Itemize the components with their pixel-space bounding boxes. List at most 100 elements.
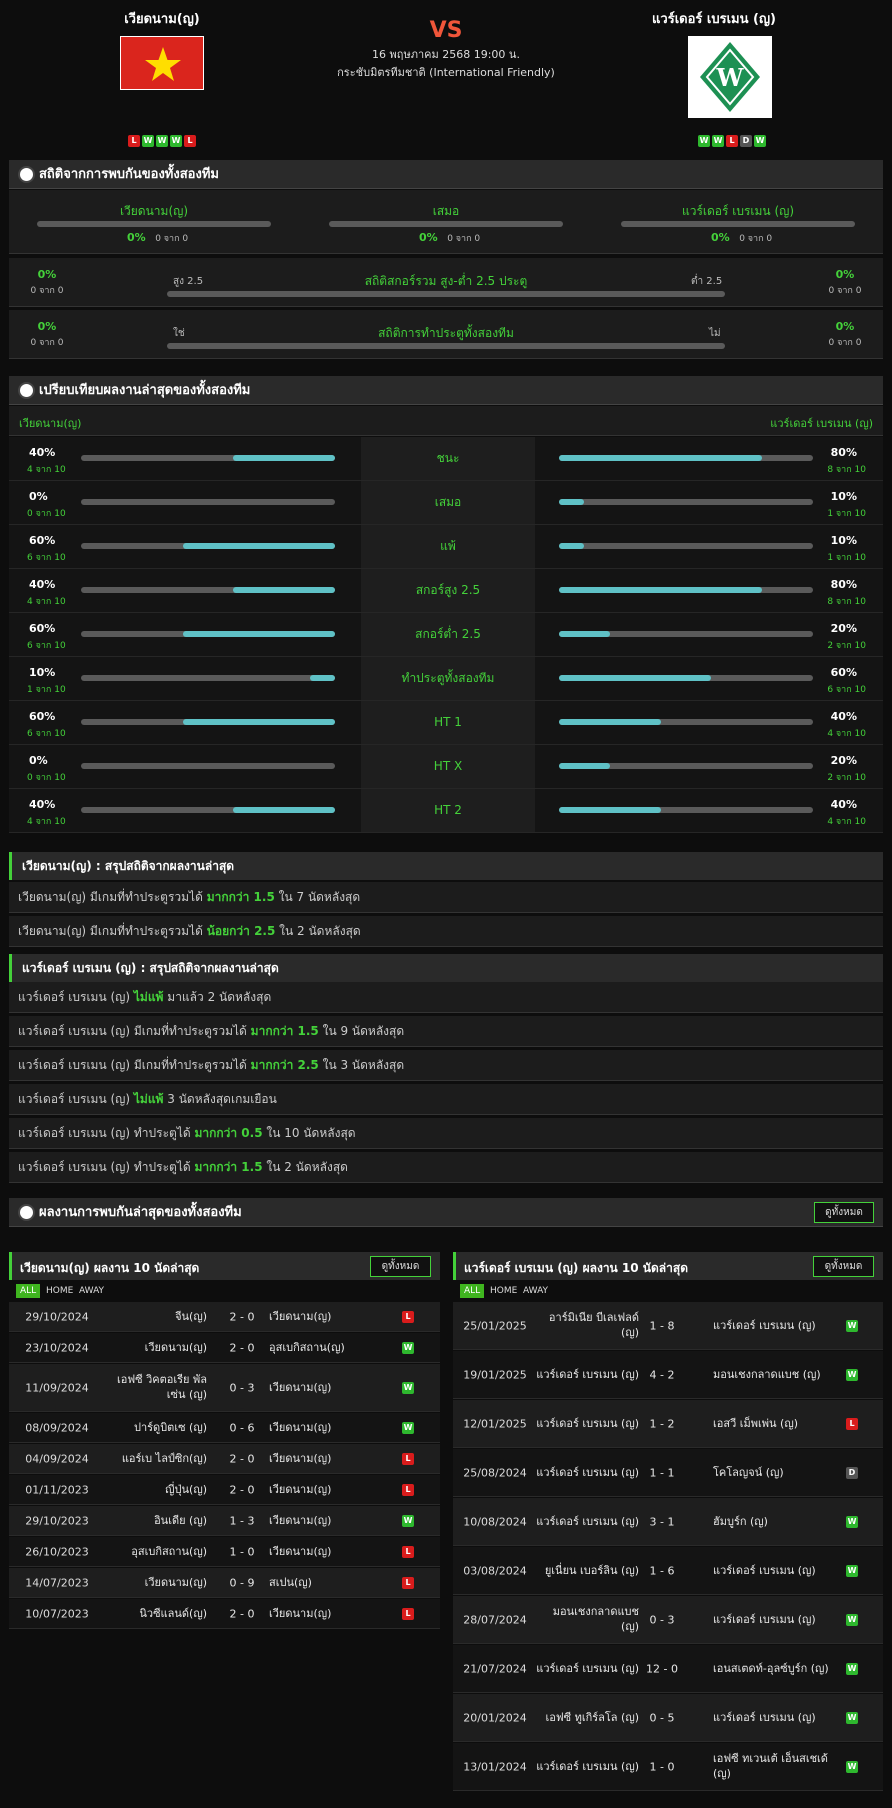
match-home-team[interactable]: เอฟซี ทูเกิร์ลโล (ญ) xyxy=(545,1710,639,1724)
match-away-team[interactable]: เอฟซี ทเวนเต้ เอ็นสเชเด้ (ญ) xyxy=(713,1751,828,1781)
match-home-team[interactable]: เวียดนาม(ญ) xyxy=(144,1575,207,1589)
match-row[interactable]: 25/01/2025 อาร์มิเนีย บีเลเฟลด์ (ญ) 1 - 8 แ… xyxy=(453,1302,883,1350)
summary_away-row-highlight: ไม่แพ้ xyxy=(133,990,164,1004)
match-away-team[interactable]: แวร์เดอร์ เบรเมน (ญ) xyxy=(713,1318,816,1332)
match-home-team[interactable]: อุสเบกิสถาน(ญ) xyxy=(131,1544,207,1558)
compare-right-fill xyxy=(559,543,585,549)
match-row[interactable]: 10/07/2023 นิวซีแลนด์(ญ) 2 - 0 เวียดนาม(ญ) L xyxy=(9,1599,440,1629)
away-tab-home[interactable]: HOME xyxy=(490,1286,518,1296)
match-home-team[interactable]: ยูเนี่ยน เบอร์ลิน (ญ) xyxy=(544,1563,639,1577)
match-result-badge: W xyxy=(846,1613,858,1626)
compare-home-team[interactable]: เวียดนาม(ญ) xyxy=(19,417,82,430)
match-score: 2 - 0 xyxy=(229,1310,255,1323)
match-home-team[interactable]: แวร์เดอร์ เบรเมน (ญ) xyxy=(536,1759,639,1773)
compare-right-sub: 4 จาก 10 xyxy=(827,817,866,827)
match-home-team[interactable]: แวร์เดอร์ เบรเมน (ญ) xyxy=(536,1465,639,1479)
match-away-team[interactable]: แวร์เดอร์ เบรเมน (ญ) xyxy=(713,1612,816,1626)
match-home-team[interactable]: ญี่ปุ่น(ญ) xyxy=(165,1482,207,1496)
match-away-team[interactable]: เวียดนาม(ญ) xyxy=(269,1420,332,1434)
match-row[interactable]: 12/01/2025 แวร์เดอร์ เบรเมน (ญ) 1 - 2 เอสวี… xyxy=(453,1400,883,1448)
match-away-team[interactable]: เวียดนาม(ญ) xyxy=(269,1482,332,1496)
home-team-name[interactable]: เวียดนาม(ญ) xyxy=(124,12,200,27)
match-home-team[interactable]: จีน(ญ) xyxy=(175,1309,207,1323)
match-home-team[interactable]: อินเดีย (ญ) xyxy=(154,1513,207,1527)
home-form-badge: W xyxy=(170,135,182,147)
match-row[interactable]: 19/01/2025 แวร์เดอร์ เบรเมน (ญ) 4 - 2 มอนเช… xyxy=(453,1351,883,1399)
h2h-away-sub: 0 จาก 0 xyxy=(739,234,773,244)
match-away-team[interactable]: อุสเบกิสถาน(ญ) xyxy=(269,1340,345,1354)
match-row[interactable]: 14/07/2023 เวียดนาม(ญ) 0 - 9 สเปน(ญ) L xyxy=(9,1568,440,1598)
match-result-badge: L xyxy=(402,1310,414,1323)
match-row[interactable]: 10/08/2024 แวร์เดอร์ เบรเมน (ญ) 3 - 1 ฮัมบู… xyxy=(453,1498,883,1546)
match-row[interactable]: 26/10/2023 อุสเบกิสถาน(ญ) 1 - 0 เวียดนาม(ญ)… xyxy=(9,1537,440,1567)
match-away-team[interactable]: เวียดนาม(ญ) xyxy=(269,1309,332,1323)
compare-left-pct: 10% xyxy=(29,666,56,679)
match-away-team[interactable]: เอสวี เม็พเพ่น (ญ) xyxy=(713,1416,798,1430)
match-row[interactable]: 28/07/2024 มอนเชงกลาดแบช (ญ) 0 - 3 แวร์เดอร… xyxy=(453,1596,883,1644)
match-away-team[interactable]: แวร์เดอร์ เบรเมน (ญ) xyxy=(713,1563,816,1577)
match-row[interactable]: 21/07/2024 แวร์เดอร์ เบรเมน (ญ) 12 - 0 เอนส… xyxy=(453,1645,883,1693)
match-home-team[interactable]: นิวซีแลนด์(ญ) xyxy=(139,1606,207,1620)
match-away-team[interactable]: สเปน(ญ) xyxy=(269,1575,312,1589)
match-score: 0 - 5 xyxy=(649,1711,675,1724)
btts-bar xyxy=(167,343,725,349)
match-away-team[interactable]: ฮัมบูร์ก (ญ) xyxy=(713,1514,768,1528)
match-row[interactable]: 04/09/2024 แอร์เบ ไลป์ซิก(ญ) 2 - 0 เวียดนาม… xyxy=(9,1444,440,1474)
match-home-team[interactable]: แวร์เดอร์ เบรเมน (ญ) xyxy=(536,1416,639,1430)
away-tab-all[interactable]: ALL xyxy=(460,1284,485,1298)
match-away-team[interactable]: เวียดนาม(ญ) xyxy=(269,1513,332,1527)
compare-left-fill xyxy=(233,587,335,593)
compare-right-fill xyxy=(559,587,763,593)
match-away-team[interactable]: เวียดนาม(ญ) xyxy=(269,1451,332,1465)
match-away-team[interactable]: โคโลญจน์ (ญ) xyxy=(713,1465,784,1479)
away-team-name[interactable]: แวร์เดอร์ เบรเมน (ญ) xyxy=(652,12,776,27)
match-row[interactable]: 08/09/2024 ปาร์ดูบิตเซ (ญ) 0 - 6 เวียดนาม(ญ… xyxy=(9,1413,440,1443)
match-home-team[interactable]: แอร์เบ ไลป์ซิก(ญ) xyxy=(121,1451,207,1465)
match-away-team[interactable]: มอนเชงกลาดแบช (ญ) xyxy=(713,1367,821,1381)
home-tab-all[interactable]: ALL xyxy=(16,1284,41,1298)
match-away-team[interactable]: แวร์เดอร์ เบรเมน (ญ) xyxy=(713,1710,816,1724)
match-row[interactable]: 29/10/2023 อินเดีย (ญ) 1 - 3 เวียดนาม(ญ) W xyxy=(9,1506,440,1536)
match-date: 25/08/2024 xyxy=(463,1466,527,1479)
match-home-team[interactable]: อาร์มิเนีย บีเลเฟลด์ (ญ) xyxy=(548,1310,639,1340)
match-date: 29/10/2024 xyxy=(25,1310,89,1323)
ou-left-sub: 0 จาก 0 xyxy=(30,286,64,296)
match-row[interactable]: 03/08/2024 ยูเนี่ยน เบอร์ลิน (ญ) 1 - 6 แวร์… xyxy=(453,1547,883,1595)
compare-right-pct: 60% xyxy=(830,666,857,679)
away-tab-away[interactable]: AWAY xyxy=(523,1286,549,1296)
summary_away-row-text: แวร์เดอร์ เบรเมน (ญ) มีเกมที่ทำประตูรวมไ… xyxy=(18,1024,251,1038)
compare-label: ทำประตูทั้งสองทีม xyxy=(361,657,535,700)
compare-away-team[interactable]: แวร์เดอร์ เบรเมน (ญ) xyxy=(770,417,873,430)
compare-left-cell: 40% 4 จาก 10 xyxy=(9,789,361,832)
match-away-team[interactable]: เวียดนาม(ญ) xyxy=(269,1544,332,1558)
away-view-all-button[interactable]: ดูทั้งหมด xyxy=(813,1256,874,1277)
home-view-all-button[interactable]: ดูทั้งหมด xyxy=(370,1256,431,1277)
compare-right-bar xyxy=(559,499,813,505)
home-tab-away[interactable]: AWAY xyxy=(79,1286,105,1296)
home-tab-home[interactable]: HOME xyxy=(46,1286,74,1296)
match-row[interactable]: 23/10/2024 เวียดนาม(ญ) 2 - 0 อุสเบกิสถาน(ญ)… xyxy=(9,1333,440,1363)
match-row[interactable]: 13/01/2024 แวร์เดอร์ เบรเมน (ญ) 1 - 0 เอฟซี… xyxy=(453,1743,883,1791)
match-home-team[interactable]: แวร์เดอร์ เบรเมน (ญ) xyxy=(536,1367,639,1381)
match-home-team[interactable]: แวร์เดอร์ เบรเมน (ญ) xyxy=(536,1661,639,1675)
compare-right-fill xyxy=(559,631,610,637)
match-away-team[interactable]: เอนสเตดท์-อุลซ์บูร์ก (ญ) xyxy=(713,1661,829,1675)
match-row[interactable]: 29/10/2024 จีน(ญ) 2 - 0 เวียดนาม(ญ) L xyxy=(9,1302,440,1332)
compare-row: 60% 6 จาก 10 สกอร์ต่ำ 2.5 20% 2 จาก 10 xyxy=(9,613,883,657)
match-home-team[interactable]: เวียดนาม(ญ) xyxy=(144,1340,207,1354)
match-away-team[interactable]: เวียดนาม(ญ) xyxy=(269,1606,332,1620)
compare-section-header: เปรียบเทียบผลงานล่าสุดของทั้งสองทีม xyxy=(9,376,883,405)
compare-left-fill xyxy=(182,543,335,549)
h2h-draw-label: เสมอ xyxy=(432,204,460,218)
view-all-button[interactable]: ดูทั้งหมด xyxy=(814,1202,874,1223)
match-row[interactable]: 11/09/2024 เอฟซี วิคตอเรีย พัลเซ่น (ญ) 0 -… xyxy=(9,1364,440,1412)
match-date: 11/09/2024 xyxy=(25,1381,89,1394)
match-row[interactable]: 25/08/2024 แวร์เดอร์ เบรเมน (ญ) 1 - 1 โคโลญ… xyxy=(453,1449,883,1497)
match-row[interactable]: 20/01/2024 เอฟซี ทูเกิร์ลโล (ญ) 0 - 5 แวร์เ… xyxy=(453,1694,883,1742)
match-home-team[interactable]: ปาร์ดูบิตเซ (ญ) xyxy=(133,1420,207,1434)
match-away-team[interactable]: เวียดนาม(ญ) xyxy=(269,1380,332,1394)
match-row[interactable]: 01/11/2023 ญี่ปุ่น(ญ) 2 - 0 เวียดนาม(ญ) L xyxy=(9,1475,440,1505)
match-home-team[interactable]: เอฟซี วิคตอเรีย พัลเซ่น (ญ) xyxy=(116,1372,207,1402)
match-home-team[interactable]: แวร์เดอร์ เบรเมน (ญ) xyxy=(536,1514,639,1528)
match-home-team[interactable]: มอนเชงกลาดแบช (ญ) xyxy=(552,1604,639,1634)
